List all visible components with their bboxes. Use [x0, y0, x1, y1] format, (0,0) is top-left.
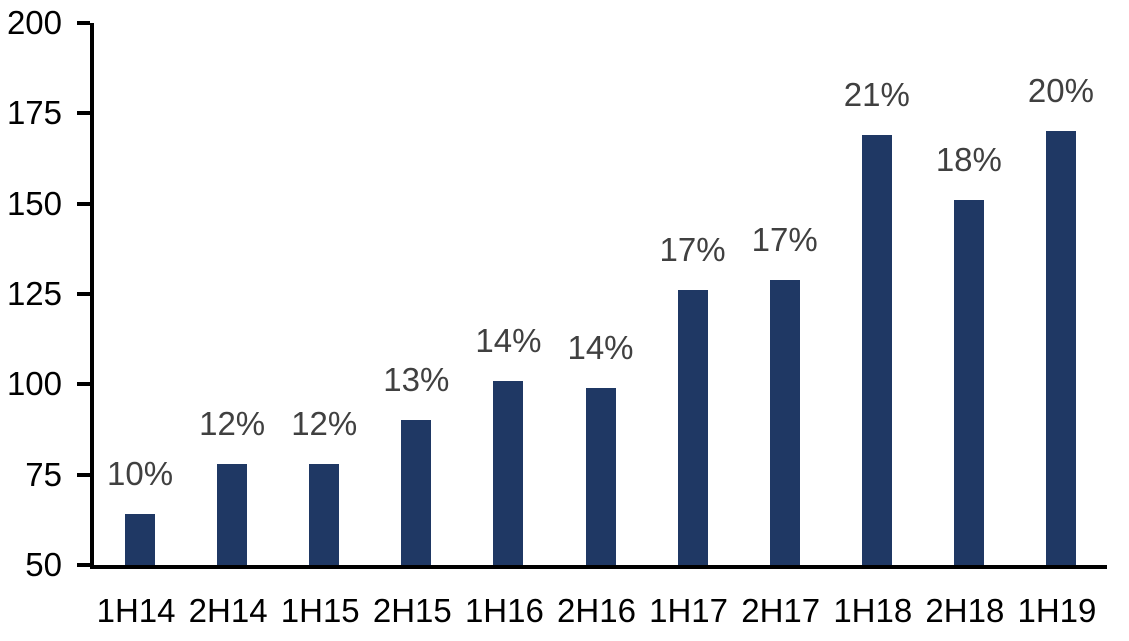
y-tick-mark — [77, 563, 90, 567]
y-tick-label: 175 — [6, 94, 62, 132]
x-category-label: 1H14 — [96, 592, 176, 629]
bar — [769, 279, 800, 565]
bar-value-label: 10% — [107, 455, 174, 493]
x-category-label: 1H17 — [649, 592, 729, 629]
plot-area: 10% 12% 12% 13% 14% 14% 17% 17% 21% 18% 20% — [77, 21, 1107, 569]
bar-value-label: 14% — [475, 321, 542, 359]
x-category-label: 2H16 — [557, 592, 636, 629]
x-category-label: 1H19 — [1017, 592, 1097, 629]
x-category-label: 1H15 — [280, 592, 360, 629]
bar-value-label: 12% — [199, 404, 266, 442]
bar — [953, 200, 984, 565]
bar-value-label: 13% — [383, 361, 450, 399]
y-tick-label: 75 — [25, 455, 62, 493]
bar-value-label: 14% — [567, 328, 634, 366]
bar-value-label: 17% — [659, 231, 726, 269]
bar-value-label: 18% — [935, 141, 1002, 179]
bar — [125, 514, 156, 565]
x-category-label: 2H15 — [372, 592, 452, 629]
y-tick-mark — [77, 21, 90, 25]
bar — [1045, 131, 1076, 565]
y-tick-mark — [77, 472, 90, 477]
bar-value-label: 20% — [1027, 72, 1094, 110]
bar-value-label: 12% — [291, 404, 358, 442]
y-tick-label: 100 — [6, 365, 62, 403]
bar — [217, 463, 248, 565]
bar-value-label: 21% — [843, 76, 910, 114]
bar — [309, 463, 340, 565]
y-tick-mark — [77, 201, 90, 206]
x-category-label: 1H18 — [833, 592, 913, 629]
y-tick-label: 50 — [25, 546, 62, 583]
y-tick-mark — [77, 382, 90, 387]
y-tick-label: 200 — [6, 4, 62, 41]
bar — [493, 380, 524, 565]
x-category-label: 2H17 — [741, 592, 821, 629]
bar — [861, 135, 892, 565]
bar-value-label: 17% — [751, 220, 818, 258]
y-tick-label: 125 — [6, 275, 62, 312]
y-tick-mark — [77, 292, 90, 296]
x-category-label: 2H14 — [188, 592, 268, 629]
bar — [401, 420, 432, 565]
y-tick-label: 150 — [6, 184, 62, 222]
bar — [677, 290, 708, 565]
x-category-label: 2H18 — [925, 592, 1005, 629]
y-tick-mark — [77, 111, 90, 116]
x-category-label: 1H16 — [464, 592, 544, 629]
bar — [585, 387, 616, 565]
